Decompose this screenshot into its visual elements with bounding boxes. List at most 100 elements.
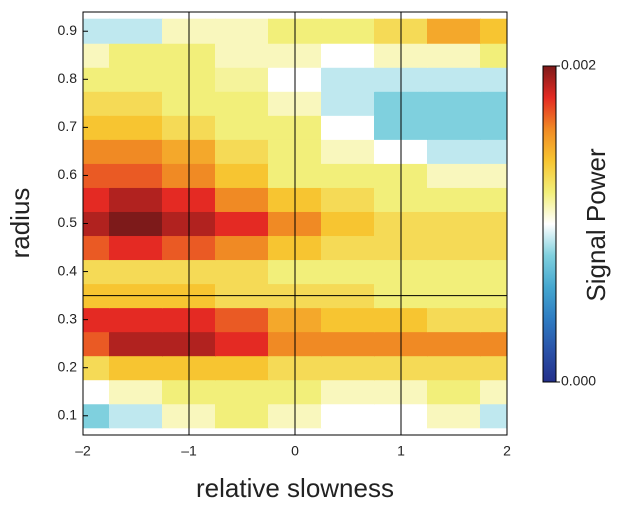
heat-cell <box>480 355 507 381</box>
colorbar <box>542 65 557 383</box>
heat-cell <box>215 379 269 405</box>
overlay <box>82 11 508 436</box>
heat-cell <box>321 403 375 429</box>
heat-cell <box>215 162 269 188</box>
heat-cell <box>215 42 269 68</box>
y-tick-label: 0.5 <box>58 214 78 230</box>
heat-cell <box>321 114 375 140</box>
heat-cell <box>480 66 507 92</box>
y-tick-label: 0.6 <box>58 166 78 182</box>
heat-cell <box>427 42 481 68</box>
heat-cell <box>321 331 375 357</box>
heat-cell <box>109 90 163 116</box>
heat-cell <box>109 114 163 140</box>
heat-cell <box>321 42 375 68</box>
heat-cell <box>321 210 375 237</box>
heat-cell <box>480 379 507 405</box>
heat-cell <box>427 331 481 357</box>
heat-cell <box>427 235 481 261</box>
heat-cell <box>109 379 163 405</box>
heat-cell <box>215 186 269 212</box>
heat-cell <box>480 162 507 188</box>
heat-cell <box>480 18 507 44</box>
heat-cell <box>109 307 163 333</box>
heat-cell <box>427 114 481 140</box>
heat-cell <box>109 331 163 357</box>
heat-cell <box>215 307 269 333</box>
y-tick-label: 0.3 <box>58 310 78 326</box>
heat-cell <box>109 210 163 237</box>
y-tick-label: 0.2 <box>58 358 78 374</box>
heat-cell <box>480 138 507 164</box>
heat-cell <box>427 379 481 405</box>
heat-cell <box>321 66 375 92</box>
heat-cell <box>215 235 269 261</box>
heat-cell <box>109 138 163 164</box>
x-tick-label: 0 <box>291 443 299 459</box>
heat-cell <box>480 210 507 237</box>
heat-cell <box>427 210 481 237</box>
heat-cell <box>427 66 481 92</box>
heat-cell <box>215 18 269 44</box>
heat-cell <box>321 259 375 285</box>
heat-cell <box>480 331 507 357</box>
heat-cell <box>109 355 163 381</box>
heat-cell <box>109 235 163 261</box>
heat-cell <box>109 186 163 212</box>
heat-cell <box>83 331 110 357</box>
heat-cell <box>109 162 163 188</box>
heat-cell <box>480 90 507 116</box>
heat-cell <box>215 138 269 164</box>
heat-cell <box>321 379 375 405</box>
x-tick-label: 2 <box>503 443 511 459</box>
heat-cell <box>215 210 269 237</box>
heat-cell <box>215 331 269 357</box>
heat-cell <box>109 66 163 92</box>
heat-cell <box>427 18 481 44</box>
heat-cell <box>83 235 110 261</box>
heat-cell <box>480 259 507 285</box>
x-axis-label: relative slowness <box>196 473 394 503</box>
heat-cell <box>215 403 269 429</box>
heat-cell <box>83 186 110 212</box>
y-tick-label: 0.7 <box>58 118 78 134</box>
y-tick-label: 0.9 <box>58 22 78 38</box>
colorbar-tick-label: 0.000 <box>561 373 596 389</box>
heat-cell <box>427 186 481 212</box>
y-tick-label: 0.8 <box>58 70 78 86</box>
heat-cell <box>321 355 375 381</box>
heat-cell <box>427 307 481 333</box>
heat-cell <box>215 114 269 140</box>
colorbar-tick-label: 0.002 <box>561 57 596 73</box>
x-tick-label: –1 <box>181 443 197 459</box>
y-axis-label: radius <box>5 188 35 259</box>
heat-cell <box>215 66 269 92</box>
heat-cell <box>427 259 481 285</box>
heat-cell <box>83 379 110 405</box>
x-tick-label: –2 <box>75 443 91 459</box>
heat-cell <box>480 42 507 68</box>
heat-cell <box>480 403 507 429</box>
heat-cell <box>321 18 375 44</box>
heat-cell <box>83 138 110 164</box>
heat-cell <box>83 90 110 116</box>
heat-cell <box>480 186 507 212</box>
heat-cell <box>427 162 481 188</box>
heat-cell <box>109 18 163 44</box>
heat-cell <box>427 90 481 116</box>
heat-cell <box>321 307 375 333</box>
heat-cell <box>321 90 375 116</box>
colorbar-label: Signal Power <box>581 148 611 302</box>
heat-cell <box>480 114 507 140</box>
heat-cell <box>83 42 110 68</box>
heat-cell <box>321 138 375 164</box>
x-tick-label: 1 <box>397 443 405 459</box>
y-tick-label: 0.1 <box>58 406 78 422</box>
heat-cell <box>215 355 269 381</box>
heat-cell <box>427 355 481 381</box>
heat-cell <box>480 235 507 261</box>
heat-cell <box>215 259 269 285</box>
heat-cell <box>321 186 375 212</box>
heat-cell <box>109 259 163 285</box>
